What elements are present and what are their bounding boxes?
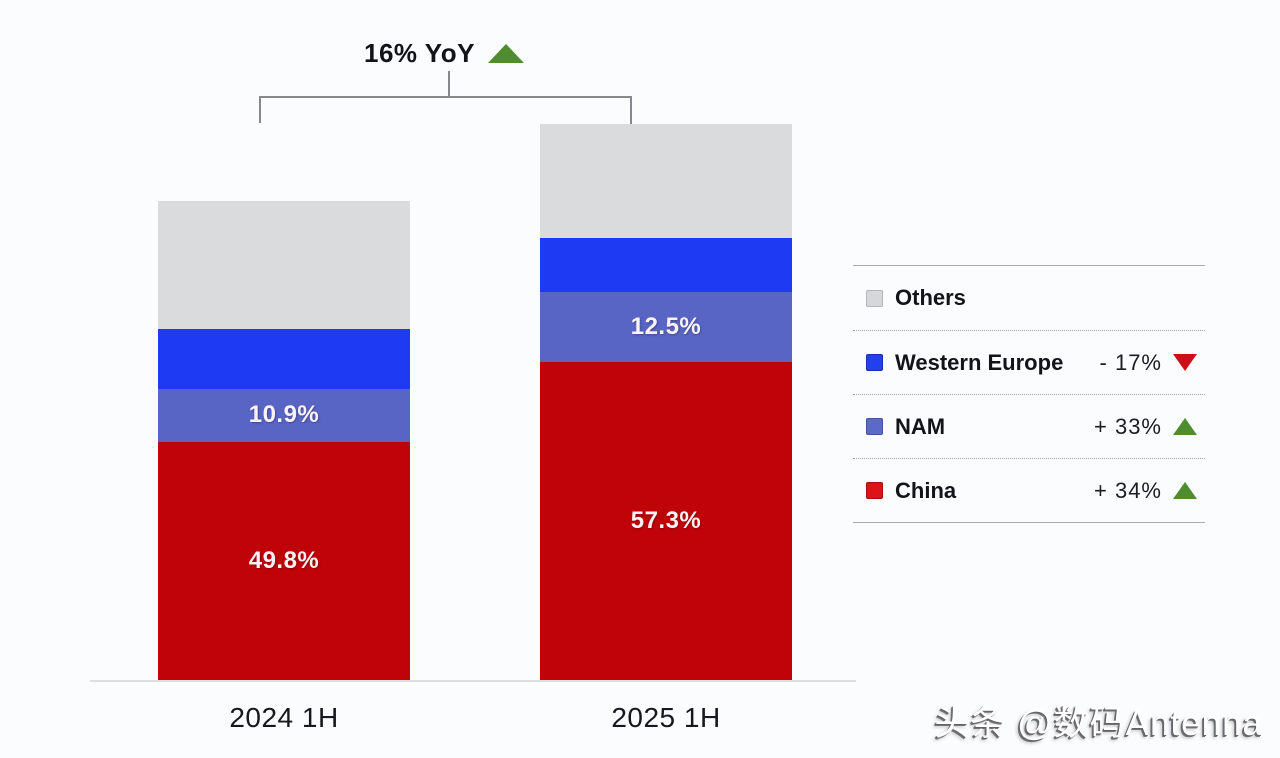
- segment-nam: 12.5%: [540, 292, 792, 362]
- legend-item-western-europe: Western Europe - 17%: [853, 330, 1205, 394]
- legend-change-value: + 34%: [1094, 477, 1162, 503]
- segment-china: 49.8%: [158, 441, 410, 680]
- up-triangle-icon: [1173, 482, 1197, 499]
- legend: Others Western Europe - 17% NAM + 33% China + …: [853, 265, 1205, 523]
- bracket-horizontal-line: [259, 96, 631, 98]
- up-triangle-icon: [487, 44, 524, 63]
- yoy-annotation-text: 16% YoY: [364, 38, 475, 68]
- segment-western-europe: [158, 329, 410, 390]
- legend-item-others: Others: [853, 266, 1205, 330]
- watermark: 头条 @数码Antenna: [934, 704, 1263, 743]
- segment-china: 57.3%: [540, 361, 792, 680]
- others-swatch-icon: [866, 289, 883, 307]
- legend-label: NAM: [895, 413, 946, 439]
- china-swatch-icon: [866, 482, 883, 499]
- x-label-2024-1h: 2024 1H: [229, 702, 339, 733]
- legend-change-value: - 17%: [1099, 349, 1162, 375]
- yoy-annotation: 16% YoY: [364, 38, 524, 69]
- segment-others: [158, 201, 410, 330]
- down-triangle-icon: [1173, 354, 1197, 371]
- bracket-center-tick: [448, 71, 450, 97]
- western-europe-swatch-icon: [866, 354, 883, 371]
- legend-label: Others: [895, 285, 966, 310]
- bar-2024-1h: 49.8% 10.9%: [158, 201, 410, 680]
- x-axis-line: [90, 680, 856, 682]
- segment-value-label: 12.5%: [630, 312, 702, 340]
- bracket-left-drop: [259, 96, 261, 123]
- segment-others: [540, 124, 792, 239]
- legend-item-china: China + 34%: [853, 458, 1205, 522]
- legend-change-value: + 33%: [1094, 413, 1162, 439]
- nam-swatch-icon: [866, 418, 883, 435]
- up-triangle-icon: [1173, 418, 1197, 435]
- legend-item-nam: NAM + 33%: [853, 394, 1205, 458]
- segment-value-label: 49.8%: [248, 546, 320, 574]
- segment-value-label: 57.3%: [630, 506, 702, 534]
- legend-label: Western Europe: [895, 349, 1064, 375]
- bracket-right-drop: [630, 96, 632, 127]
- legend-label: China: [895, 477, 957, 503]
- segment-nam: 10.9%: [158, 389, 410, 442]
- x-label-2025-1h: 2025 1H: [611, 702, 721, 733]
- segment-value-label: 10.9%: [248, 401, 320, 429]
- bar-2025-1h: 57.3% 12.5%: [540, 124, 792, 680]
- segment-western-europe: [540, 238, 792, 293]
